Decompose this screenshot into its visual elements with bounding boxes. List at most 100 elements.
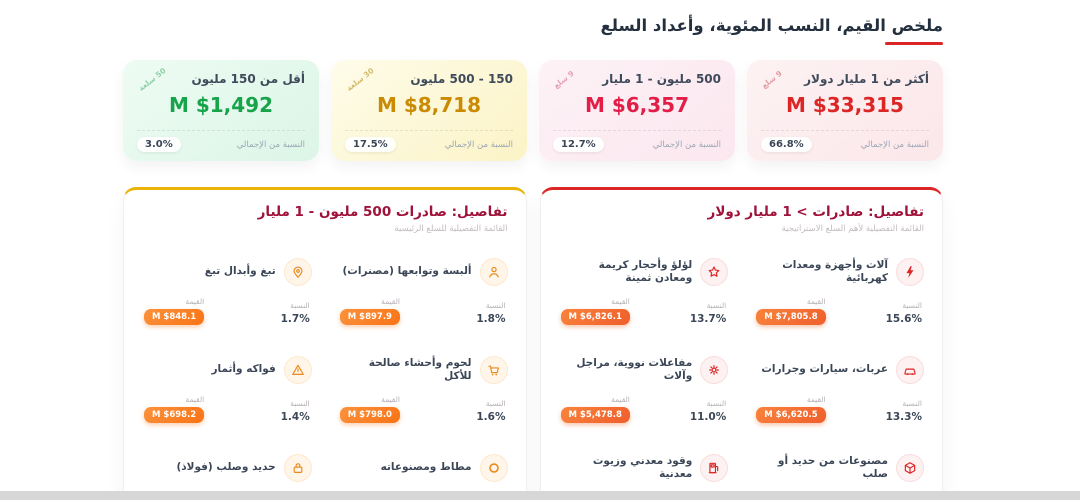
percent-of-total-label: النسبة من الإجمالي [236,139,305,150]
commodity-name: ألبسة وتوابعها (مصنرات) [342,265,472,278]
commodity-stats: النسبة 1.4% القيمة M $698.2 [142,395,312,423]
percent-label: النسبة [485,399,506,408]
summary-card-over-1-billion[interactable]: 9 سلع أكثر من 1 مليار دولار M $33,315 ال… [747,60,943,161]
summary-card-under-150m[interactable]: 50 سلعة أقل من 150 مليون M $1,492 النسبة… [123,60,319,161]
value-badge: M $897.9 [339,309,400,325]
fruits-icon [283,356,312,384]
value-label: القيمة [381,297,400,306]
commodity-header: مصنوعات من حديد أو صلب [754,454,924,482]
card-footer: النسبة من الإجمالي 17.5% [345,130,513,152]
card-value: M $1,492 [168,93,274,117]
meat-icon [479,356,508,384]
commodity-header: مطاط ومصنوعاته [338,454,508,482]
percent-value: 13.7% [689,313,727,325]
commodity-item: مفاعلات نووية، مراجل وآلات النسبة 11.0% … [559,356,729,423]
commodity-name: آلات وأجهزة ومعدات كهربائية [782,258,888,284]
percent-label: النسبة [290,301,310,310]
card-title: أقل من 150 مليون [191,72,306,86]
value-label: القيمة [611,395,630,404]
commodity-header: حديد وصلب (فولاذ) [142,454,312,482]
summary-cards-row: 9 سلع أكثر من 1 مليار دولار M $33,315 ال… [123,60,943,161]
commodity-item: عربات، سيارات وجرارات النسبة 13.3% القيم… [754,356,924,423]
value-stat: القيمة M $7,805.8 [756,297,826,325]
detail-panel-500m-1b: تفاصيل: صادرات 500 مليون - 1 مليار القائ… [123,187,527,500]
percent-value: 1.8% [476,313,506,325]
value-label: القيمة [611,297,630,306]
commodity-item: مصنوعات من حديد أو صلب [754,454,924,500]
commodity-header: مفاعلات نووية، مراجل وآلات [559,356,729,384]
title-accent-line [885,42,943,45]
commodity-name: تبغ وأبدال تبغ [204,265,276,278]
commodity-header: عربات، سيارات وجرارات [754,356,924,384]
card-title: أكثر من 1 مليار دولار [804,72,929,86]
commodity-item: مطاط ومصنوعاته [338,454,508,500]
bottom-scrollbar-track[interactable] [0,491,1080,500]
commodity-item: لحوم وأحشاء صالحة للأكل النسبة 1.6% القي… [338,356,508,423]
percent-value: 11.0% [689,411,727,423]
commodity-header: وقود معدني وزيوت معدنية [559,454,729,482]
commodity-stats: النسبة 1.7% القيمة M $848.1 [142,297,312,325]
commodity-stats: النسبة 11.0% القيمة M $5,478.8 [559,395,729,423]
panel-header: تفاصيل: صادرات 500 مليون - 1 مليار القائ… [142,204,508,234]
commodity-header: فواكه وأثمار [142,356,312,384]
panel-title: تفاصيل: صادرات 500 مليون - 1 مليار [257,204,508,220]
percent-value: 1.6% [476,411,506,423]
page-title: ملخص القيم، النسب المئوية، وأعداد السلع [600,16,943,35]
commodity-name: فواكه وأثمار [211,363,276,376]
commodity-item: حديد وصلب (فولاذ) [142,454,312,500]
card-title: 150 - 500 مليون [410,72,513,86]
percent-label: النسبة [902,399,922,408]
value-label: القيمة [185,395,205,404]
card-title: 500 مليون - 1 مليار [602,72,721,86]
summary-card-150m-500m[interactable]: 30 سلعة 150 - 500 مليون M $8,718 النسبة … [331,60,527,161]
percent-pill: 66.8% [761,137,812,152]
panel-subtitle: القائمة التفصيلية للسلع الرئيسية [394,224,508,234]
precious-stones-icon [700,258,729,286]
value-badge: M $698.2 [144,407,205,423]
value-stat: القيمة M $897.9 [339,297,400,325]
commodity-item: آلات وأجهزة ومعدات كهربائية النسبة 15.6%… [754,258,924,325]
summary-card-500m-1b[interactable]: 9 سلع 500 مليون - 1 مليار M $6,357 النسب… [539,60,735,161]
percent-label: النسبة [706,301,727,310]
commodity-header: ألبسة وتوابعها (مصنرات) [338,258,508,286]
commodity-name: لؤلؤ وأحجار كريمة ومعادن ثمينة [598,258,693,284]
commodity-name: عربات، سيارات وجرارات [761,363,888,376]
nuclear-reactors-icon [700,356,729,384]
commodity-item: فواكه وأثمار النسبة 1.4% القيمة M $698.2 [142,356,312,423]
percent-label: النسبة [902,301,922,310]
value-badge: M $848.1 [144,309,205,325]
iron-steel-articles-icon [896,454,924,482]
commodity-stats: النسبة 1.6% القيمة M $798.0 [338,395,508,423]
value-badge: M $798.0 [339,407,400,423]
commodity-item: ألبسة وتوابعها (مصنرات) النسبة 1.8% القي… [338,258,508,325]
electrical-machines-icon [896,258,924,286]
percent-stat: النسبة 1.7% [281,301,310,325]
mineral-fuels-icon [700,454,729,482]
page-header: ملخص القيم، النسب المئوية، وأعداد السلع [123,16,943,45]
panel-title: تفاصيل: صادرات > 1 مليار دولار [707,204,924,220]
percent-value: 13.3% [885,411,922,423]
vehicles-icon [896,356,924,384]
value-label: القيمة [806,395,826,404]
percent-stat: النسبة 1.6% [476,399,505,423]
commodity-item: تبغ وأبدال تبغ النسبة 1.7% القيمة M $848… [142,258,312,325]
value-label: القيمة [185,297,205,306]
value-stat: القيمة M $848.1 [144,297,205,325]
percent-value: 1.4% [280,411,310,423]
percent-stat: النسبة 1.8% [476,301,505,325]
card-value: M $33,315 [786,93,904,117]
value-badge: M $5,478.8 [560,407,630,423]
commodity-name: حديد وصلب (فولاذ) [176,461,276,474]
content-area: ملخص القيم، النسب المئوية، وأعداد السلع … [123,16,943,500]
percent-label: النسبة [290,399,310,408]
value-stat: القيمة M $6,620.5 [756,395,826,423]
percent-label: النسبة [485,301,506,310]
card-footer: النسبة من الإجمالي 66.8% [761,130,929,152]
card-footer: النسبة من الإجمالي 12.7% [553,130,721,152]
card-value: M $6,357 [584,93,690,117]
value-label: القيمة [806,297,826,306]
clothing-icon [479,258,508,286]
commodity-name: وقود معدني وزيوت معدنية [592,454,693,480]
percent-pill: 12.7% [553,137,604,152]
percent-stat: النسبة 15.6% [886,301,922,325]
